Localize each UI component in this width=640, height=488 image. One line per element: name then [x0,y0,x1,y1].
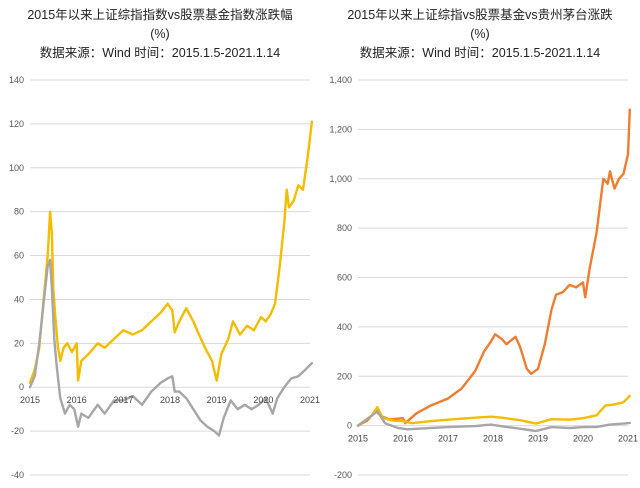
left-chart-subtitle: 数据来源：Wind 时间：2015.1.5-2021.1.14 [39,46,281,60]
right-series-line-2 [356,410,631,433]
right-y-tick-label: 1,000 [329,174,352,184]
right-y-tick-label: 800 [337,223,352,233]
right-chart-title-block: 2015年以来上证综指vs股票基金vs贵州茅台涨跌 (%) 数据来源：Wind … [320,6,640,63]
right-y-tick-label: 600 [337,273,352,283]
right-y-tick-label: 1,200 [329,124,352,134]
right-chart-panel: 2015年以来上证综指vs股票基金vs贵州茅台涨跌 (%) 数据来源：Wind … [320,0,640,488]
right-series-line-0 [356,108,631,427]
left-y-tick-label: 60 [14,251,24,261]
left-y-tick-label: 100 [9,163,24,173]
left-series-line-1 [28,258,314,437]
left-y-tick-label: -40 [11,470,24,480]
right-x-tick-label: 2019 [528,434,548,444]
left-y-tick-label: 120 [9,119,24,129]
right-x-tick-label: 2016 [393,434,413,444]
left-y-tick-label: -20 [11,426,24,436]
left-x-tick-label: 2020 [253,395,273,405]
right-line-chart: -200 0 200 400 600 800 1,000 1,200 1,400 2015 2016… [329,75,638,480]
left-y-tick-label: 40 [14,294,24,304]
left-y-tick-label: 140 [9,75,24,85]
right-x-tick-label: 2018 [483,434,503,444]
right-y-tick-label: 1,400 [329,75,352,85]
left-chart-panel: 2015年以来上证综指指数vs股票基金指数涨跌幅 (%) 数据来源：Wind 时… [0,6,320,480]
left-x-tick-label: 2019 [207,395,227,405]
left-line-chart: -40 -20 0 20 40 60 80 100 120 140 2015 2016 2017 2018… [9,75,320,480]
right-y-tick-label: 400 [337,322,352,332]
right-chart-title: 2015年以来上证综指vs股票基金vs贵州茅台涨跌 [347,8,613,22]
left-chart-title: 2015年以来上证综指指数vs股票基金指数涨跌幅 [27,8,293,22]
right-x-tick-label: 2015 [348,434,368,444]
right-y-tick-label: 200 [337,371,352,381]
left-chart-unit: (%) [150,27,170,41]
left-x-tick-label: 2021 [300,395,320,405]
left-y-tick-label: 20 [14,338,24,348]
left-x-tick-label: 2018 [160,395,180,405]
left-chart-title-block: 2015年以来上证综指指数vs股票基金指数涨跌幅 (%) 数据来源：Wind 时… [0,6,320,63]
left-x-tick-label: 2015 [20,395,40,405]
left-x-tick-label: 2017 [113,395,133,405]
right-chart-subtitle: 数据来源：Wind 时间：2015.1.5-2021.1.14 [359,46,601,60]
right-series-line-1 [356,394,631,427]
right-y-tick-label: -200 [334,470,352,480]
right-x-tick-label: 2020 [573,434,593,444]
left-y-tick-label: 0 [19,382,24,392]
right-chart-unit: (%) [470,27,490,41]
left-series-line-0 [28,120,314,384]
right-x-tick-label: 2017 [438,434,458,444]
right-x-tick-label: 2021 [618,434,638,444]
right-y-tick-label: 0 [347,421,352,431]
left-x-tick-label: 2016 [67,395,87,405]
left-y-tick-label: 80 [14,207,24,217]
